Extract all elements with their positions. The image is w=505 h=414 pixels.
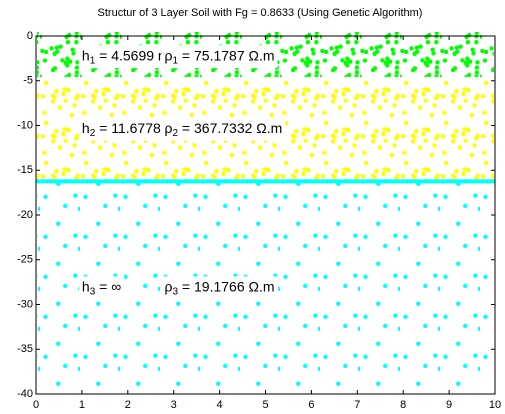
- annotation-text: ρ1 = 75.1787 Ω.m: [165, 47, 275, 66]
- annotation: ρ2 = 367.7332 Ω.m: [161, 117, 286, 141]
- subscript: 3: [172, 286, 178, 297]
- subscript: 1: [172, 55, 178, 66]
- annotation-text: h1 = 4.5699 m: [82, 47, 170, 66]
- annotation-background: [78, 276, 125, 300]
- subscript: 2: [172, 128, 178, 139]
- value-text: = 19.1766 Ω.m: [178, 278, 274, 294]
- value-text: = 75.1787 Ω.m: [178, 47, 274, 63]
- y-tick-label: -25: [17, 254, 33, 266]
- x-tick-label: 7: [354, 399, 360, 411]
- y-tick-label: -40: [17, 388, 33, 400]
- x-tick-label: 4: [217, 399, 223, 411]
- subscript: 1: [90, 55, 96, 66]
- annotation-text: ρ2 = 367.7332 Ω.m: [165, 120, 283, 139]
- y-tick-label: -15: [17, 164, 33, 176]
- x-tick-label: 6: [308, 399, 314, 411]
- x-tick-label: 10: [489, 399, 501, 411]
- value-text: = 4.5699 m: [95, 47, 169, 63]
- x-tick-label: 0: [33, 399, 39, 411]
- x-tick-label: 9: [446, 399, 452, 411]
- x-tick-label: 1: [79, 399, 85, 411]
- annotation: ρ1 = 75.1787 Ω.m: [161, 45, 278, 69]
- symbol: h: [82, 120, 90, 136]
- x-tick-label: 3: [171, 399, 177, 411]
- x-tick-label: 5: [262, 399, 268, 411]
- symbol: ρ: [165, 278, 173, 294]
- y-tick-label: -30: [17, 298, 33, 310]
- annotation: h3 = ∞: [78, 276, 125, 300]
- y-tick-label: -35: [17, 343, 33, 355]
- x-tick-label: 2: [125, 399, 131, 411]
- annotation-background: [78, 117, 180, 141]
- symbol: ρ: [165, 47, 173, 63]
- annotation-background: [161, 117, 286, 141]
- x-tick-label: 8: [400, 399, 406, 411]
- symbol: h: [82, 278, 90, 294]
- y-tick-label: -10: [17, 119, 33, 131]
- y-tick-label: 0: [27, 30, 33, 42]
- annotation: h1 = 4.5699 m: [78, 45, 173, 69]
- subscript: 3: [90, 286, 96, 297]
- annotation-background: [161, 45, 278, 69]
- annotation-background: [78, 45, 173, 69]
- annotation-text: ρ3 = 19.1766 Ω.m: [165, 278, 275, 297]
- value-text: = ∞: [95, 278, 121, 294]
- annotation-background: [161, 276, 278, 300]
- y-tick-label: -20: [17, 209, 33, 221]
- y-tick-label: -5: [23, 75, 33, 87]
- value-text: = 367.7332 Ω.m: [178, 120, 282, 136]
- symbol: ρ: [165, 120, 173, 136]
- symbol: h: [82, 47, 90, 63]
- annotation: h2 = 11.6778 m: [78, 117, 180, 141]
- annotation-text: h2 = 11.6778 m: [82, 120, 176, 139]
- value-text: = 11.6778 m: [95, 120, 176, 136]
- annotation: ρ3 = 19.1766 Ω.m: [161, 276, 278, 300]
- chart-title: Structur of 3 Layer Soil with Fg = 0.863…: [98, 7, 423, 19]
- annotation-text: h3 = ∞: [82, 278, 121, 297]
- subscript: 2: [90, 128, 96, 139]
